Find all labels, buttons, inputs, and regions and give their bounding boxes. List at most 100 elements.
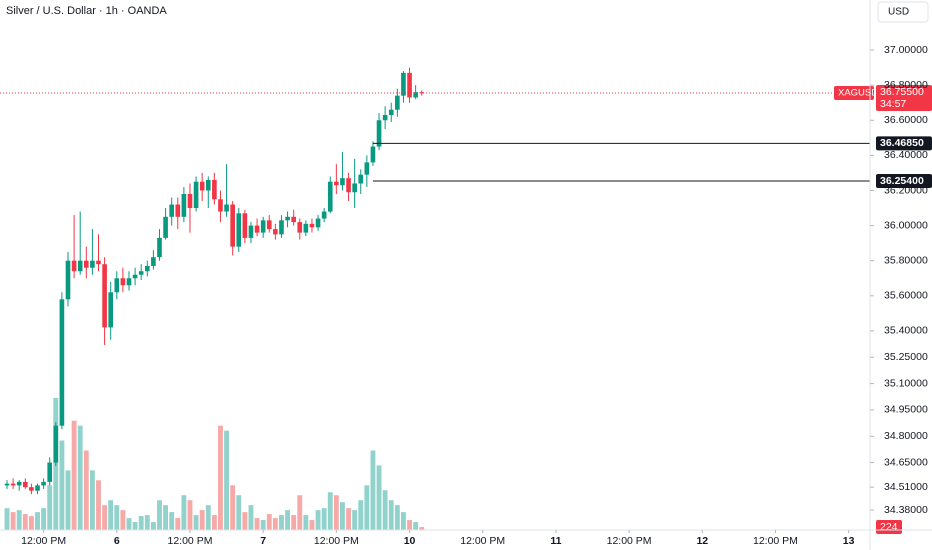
- volume-bar: [321, 508, 327, 530]
- candle-body: [71, 260, 77, 272]
- volume-bar: [211, 515, 217, 530]
- volume-bar: [272, 518, 278, 530]
- x-tick-label: 10: [404, 535, 416, 547]
- volume-bar: [279, 515, 284, 530]
- volume-bar: [309, 520, 315, 530]
- candle-body: [388, 109, 394, 115]
- y-tick-label: 35.10000: [884, 377, 928, 389]
- candle-body: [77, 260, 83, 272]
- x-tick-label: 12:00 PM: [168, 535, 213, 547]
- volume-bar: [181, 495, 187, 530]
- candle-body: [41, 481, 46, 486]
- candle-body: [35, 485, 40, 491]
- volume-bar: [327, 492, 333, 530]
- volume-bar: [394, 505, 400, 530]
- candle-body: [273, 229, 278, 235]
- y-tick-label: 36.80000: [884, 79, 928, 91]
- y-tick-label: 34.80000: [884, 430, 928, 442]
- y-tick-label: 36.20000: [884, 184, 928, 196]
- candle-body: [407, 72, 412, 98]
- currency[interactable]: USD: [888, 7, 909, 18]
- volume-bar: [41, 508, 47, 530]
- last-price-label: 36.75500: [880, 86, 924, 98]
- y-tick-label: 35.60000: [884, 290, 928, 302]
- volume-bar: [340, 502, 345, 530]
- x-tick-label: 12:00 PM: [607, 535, 652, 547]
- price-line-label-box: [876, 136, 932, 151]
- volume-bar: [388, 500, 394, 530]
- volume-bar: [132, 522, 138, 530]
- candle-body: [291, 216, 296, 223]
- volume-bar: [370, 450, 376, 530]
- last-price-box: [876, 85, 932, 112]
- y-tick-label: 37.00000: [884, 44, 928, 56]
- x-tick-label: 12: [696, 535, 708, 547]
- symbol-label-box: [834, 86, 874, 101]
- volume-bar: [163, 505, 169, 530]
- candle-body: [199, 181, 205, 191]
- y-tick-label: 35.40000: [884, 325, 928, 337]
- y-tick-label: 36.60000: [884, 114, 928, 126]
- volume-bar: [157, 500, 162, 530]
- candle-body: [321, 211, 327, 219]
- volume-bar: [71, 420, 77, 530]
- candle-body: [181, 193, 187, 217]
- volume-bar: [102, 505, 108, 530]
- candle-body: [102, 264, 107, 328]
- volume-bar: [346, 508, 351, 530]
- candle-body: [401, 72, 406, 96]
- volume-bar: [285, 510, 290, 530]
- candle-body: [382, 114, 388, 121]
- candle-body: [279, 220, 284, 235]
- y-tick-label: 34.38000: [884, 504, 928, 516]
- volume-bar: [96, 480, 101, 530]
- candle-body: [413, 92, 418, 98]
- candle-body: [230, 204, 235, 247]
- candle-body: [144, 265, 150, 272]
- volume-bar: [144, 515, 150, 530]
- volume-bar: [193, 515, 199, 530]
- volume-bar: [65, 470, 71, 530]
- volume-bar: [89, 470, 95, 530]
- candle-body: [83, 260, 89, 268]
- candle-body: [120, 278, 126, 286]
- candle-body: [163, 216, 168, 238]
- y-tick-label: 34.65000: [884, 456, 928, 468]
- volume-bar: [120, 510, 126, 530]
- volume-bar: [260, 520, 266, 530]
- x-tick-label: 12:00 PM: [753, 535, 798, 547]
- candle-body: [126, 278, 132, 286]
- volume-bar: [407, 520, 412, 530]
- volume-bar: [169, 512, 175, 530]
- candle-body: [114, 278, 120, 293]
- volume-label: 224: [880, 521, 898, 533]
- candle-body: [303, 223, 309, 233]
- volume-bar: [83, 450, 89, 530]
- currency-button[interactable]: [877, 1, 929, 23]
- candle-body: [138, 271, 144, 275]
- candle-body: [334, 181, 339, 186]
- volume-bar: [4, 508, 10, 530]
- volume-bar: [22, 514, 28, 530]
- volume-bar: [77, 425, 83, 530]
- candle-body: [340, 178, 345, 186]
- volume-bar: [248, 505, 254, 530]
- candle-body: [419, 92, 425, 94]
- candle-body: [218, 199, 223, 212]
- candle-body: [370, 146, 376, 163]
- candle-body: [132, 274, 138, 279]
- candle-body: [212, 179, 217, 200]
- volume-bar: [400, 512, 406, 530]
- volume-bar: [413, 522, 419, 530]
- volume-bar: [352, 510, 358, 530]
- volume-bar: [266, 514, 272, 530]
- candle-body: [266, 220, 272, 230]
- chart-title: Silver / U.S. Dollar · 1h · OANDA: [6, 5, 167, 17]
- candle-body: [236, 213, 242, 247]
- volume-bar: [297, 495, 303, 530]
- volume-bar: [303, 515, 309, 530]
- volume-bar: [254, 518, 260, 530]
- volume-bar: [382, 490, 388, 530]
